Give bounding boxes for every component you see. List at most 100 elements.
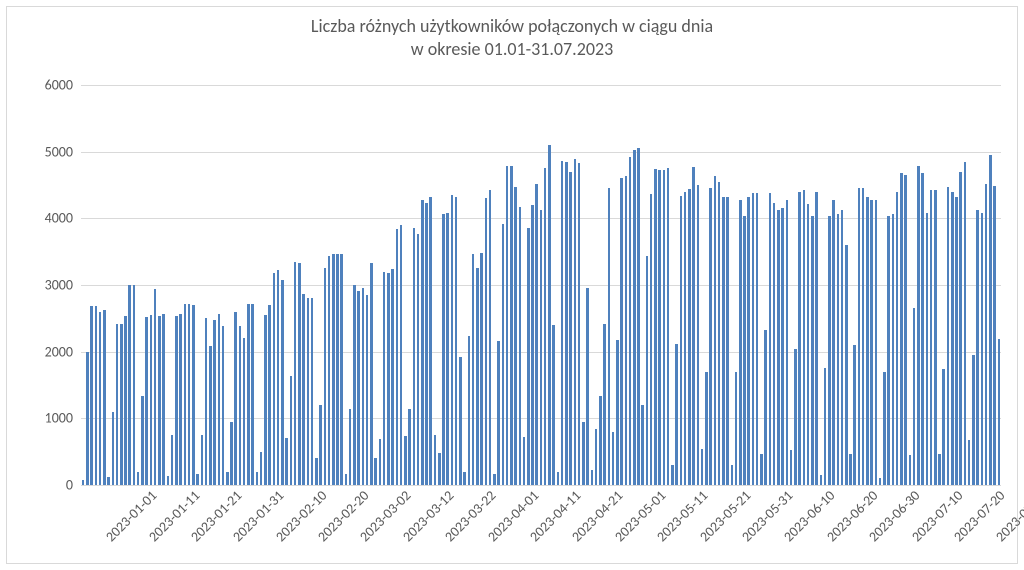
y-tick-label: 1000 [23,410,73,427]
plot-area: 0100020003000400050006000 [23,85,1003,485]
bar [591,470,594,485]
bar [629,157,632,485]
bar [451,195,454,485]
bar [472,254,475,485]
bar [743,216,746,485]
bar [718,182,721,485]
bar [680,196,683,485]
bar [938,454,941,485]
bar [641,405,644,485]
bar [540,210,543,485]
bar [535,184,538,485]
bar [934,190,937,485]
chart-container: Liczba różnych użytkowników połączonych … [6,6,1018,564]
bar [167,476,170,485]
bar [222,326,225,485]
bar [841,210,844,485]
bar [837,214,840,485]
bar [998,339,1001,485]
bar [239,326,242,485]
bar [442,214,445,485]
bar [569,172,572,485]
bar [586,288,589,485]
bar [853,345,856,485]
bar [866,197,869,485]
bar [332,254,335,485]
bar [319,405,322,485]
bar [404,436,407,485]
bar [709,188,712,485]
bar [726,197,729,485]
bar [930,190,933,485]
bar [374,458,377,485]
bar [349,409,352,485]
bar [137,472,140,485]
bar [595,429,598,485]
bar [463,472,466,485]
bar [968,440,971,485]
bar [251,304,254,485]
bar [667,168,670,485]
bar [879,478,882,485]
bar [646,256,649,485]
bar [811,216,814,485]
bar [981,213,984,485]
bar [468,336,471,485]
bar [892,214,895,485]
bar [141,396,144,485]
bar [531,205,534,485]
bar [883,372,886,485]
bar [519,207,522,485]
bar [277,270,280,485]
chart-title: Liczba różnych użytkowników połączonych … [7,7,1017,60]
bar [434,435,437,485]
bar [162,314,165,485]
bar [557,472,560,485]
bar [103,310,106,485]
bar [964,162,967,485]
bar [790,450,793,485]
bar [362,288,365,485]
y-tick-label: 3000 [23,277,73,294]
bar [544,168,547,485]
bar [455,197,458,485]
bar [701,449,704,485]
bar [527,228,530,485]
bar [90,306,93,485]
bar [870,200,873,485]
bar [290,376,293,485]
bar [150,315,153,485]
y-tick-label: 4000 [23,210,73,227]
bar [396,229,399,485]
bar [807,204,810,485]
bar [387,273,390,485]
bar [735,372,738,485]
bar [171,435,174,485]
bar [459,357,462,485]
bar [307,298,310,485]
bar [120,324,123,485]
bar [133,285,136,485]
bar [845,245,848,485]
bar [658,170,661,485]
bar [947,187,950,485]
bar [862,188,865,485]
bar [311,298,314,485]
x-axis: 2023-01-012023-01-112023-01-212023-01-31… [81,487,1001,565]
bar [446,213,449,485]
y-tick-label: 0 [23,477,73,494]
bar [417,234,420,485]
bar [188,304,191,485]
bar [218,314,221,485]
bar [268,305,271,485]
bar [675,344,678,485]
bar [294,262,297,485]
bar [989,155,992,485]
bar [828,216,831,485]
bar [425,203,428,485]
bar [926,213,929,485]
bar [336,254,339,485]
bar [209,346,212,485]
bar [205,318,208,485]
bar [875,200,878,485]
